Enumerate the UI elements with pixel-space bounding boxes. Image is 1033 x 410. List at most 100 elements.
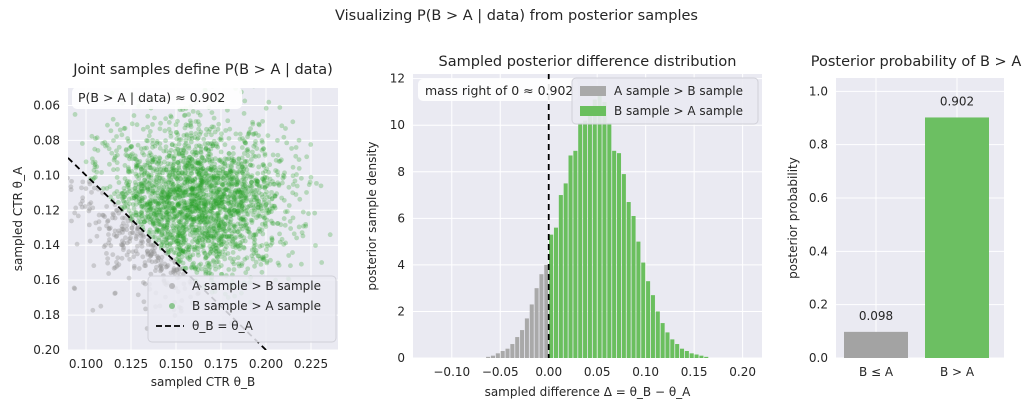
scatter-panel: 0.100 0.125 0.150 0.175 0.200 0.2250.060.080.… [11, 62, 338, 389]
point-b-greater [264, 166, 270, 172]
point-b-greater [173, 174, 178, 180]
point-b-greater [160, 176, 165, 181]
annotation-text: mass right of 0 ≈ 0.902 [425, 83, 573, 98]
point-b-greater [272, 193, 278, 199]
point-b-greater [224, 156, 230, 162]
point-b-greater [142, 177, 148, 183]
point-b-greater [89, 156, 95, 162]
point-b-greater [170, 165, 175, 171]
point-b-greater [150, 137, 155, 143]
point-b-greater [175, 202, 181, 207]
point-b-greater [146, 207, 152, 213]
point-b-greater [144, 170, 150, 176]
point-b-greater [161, 200, 167, 205]
point-b-greater [251, 205, 257, 211]
point-b-greater [137, 201, 143, 207]
point-b-greater [185, 205, 191, 211]
point-b-greater [268, 257, 273, 263]
point-b-greater [93, 174, 98, 180]
point-b-greater [246, 229, 252, 235]
point-b-greater [94, 169, 100, 175]
point-b-greater [227, 168, 233, 174]
point-b-greater [171, 214, 177, 220]
point-a-greater [69, 178, 74, 184]
point-b-greater [250, 191, 256, 196]
point-b-greater [236, 188, 242, 194]
point-b-greater [266, 169, 271, 175]
point-a-greater [90, 307, 96, 313]
point-b-greater [164, 199, 170, 204]
point-b-greater [159, 189, 165, 195]
point-b-greater [156, 158, 162, 164]
point-b-greater [253, 250, 259, 256]
legend-entry-a-marker [169, 283, 175, 289]
point-b-greater [208, 200, 214, 206]
legend-box [571, 77, 759, 125]
point-a-greater [79, 204, 85, 210]
point-b-greater [233, 131, 239, 137]
point-a-greater [123, 235, 128, 241]
point-b-greater [280, 173, 286, 178]
point-b-greater [154, 190, 160, 196]
point-b-greater [217, 198, 223, 203]
x-tick-label: −0.10 [433, 365, 470, 379]
point-b-greater [112, 155, 118, 161]
point-b-greater [196, 235, 202, 241]
point-b-greater [221, 223, 227, 229]
point-b-greater [244, 255, 250, 261]
point-b-greater [185, 160, 191, 166]
point-b-greater [168, 188, 173, 193]
point-b-greater [196, 225, 202, 231]
point-b-greater [157, 180, 163, 186]
point-b-greater [159, 201, 165, 206]
point-b-greater [267, 206, 273, 212]
point-b-greater [156, 178, 162, 184]
point-b-greater [196, 227, 202, 232]
point-a-greater [127, 231, 133, 236]
point-b-greater [187, 213, 193, 219]
point-b-greater [174, 186, 179, 192]
point-b-greater [134, 122, 140, 128]
point-b-greater [198, 209, 204, 215]
point-b-greater [239, 204, 245, 210]
point-b-greater [155, 201, 161, 207]
identity-line [68, 157, 268, 350]
point-b-greater [109, 150, 115, 156]
point-b-greater [147, 129, 153, 134]
point-b-greater [150, 218, 156, 224]
point-b-greater [131, 195, 137, 201]
point-b-greater [203, 180, 209, 186]
point-b-greater [218, 149, 224, 155]
point-b-greater [272, 181, 277, 187]
point-b-greater [168, 187, 174, 193]
point-b-greater [104, 142, 110, 148]
point-b-greater [163, 138, 168, 144]
point-b-greater [212, 229, 218, 235]
point-b-greater [282, 170, 287, 176]
point-b-greater [193, 216, 199, 221]
point-b-greater [175, 235, 181, 240]
point-b-greater [250, 121, 256, 127]
point-b-greater [191, 215, 196, 220]
point-b-greater [225, 173, 230, 179]
point-b-greater [194, 193, 200, 199]
point-b-greater [187, 174, 193, 180]
point-a-greater [148, 253, 153, 259]
point-b-greater [176, 238, 182, 244]
point-b-greater [171, 237, 177, 242]
point-b-greater [158, 120, 163, 126]
point-b-greater [176, 187, 182, 193]
point-b-greater [194, 238, 200, 244]
point-b-greater [167, 192, 173, 198]
point-b-greater [203, 254, 209, 260]
point-a-greater [119, 255, 125, 261]
point-b-greater [233, 174, 239, 180]
point-b-greater [234, 181, 240, 186]
point-b-greater [218, 177, 223, 183]
point-b-greater [160, 204, 166, 210]
point-a-greater [124, 240, 130, 246]
point-b-greater [231, 197, 237, 203]
point-b-greater [152, 115, 157, 121]
point-a-greater [127, 256, 133, 262]
point-b-greater [146, 172, 152, 178]
